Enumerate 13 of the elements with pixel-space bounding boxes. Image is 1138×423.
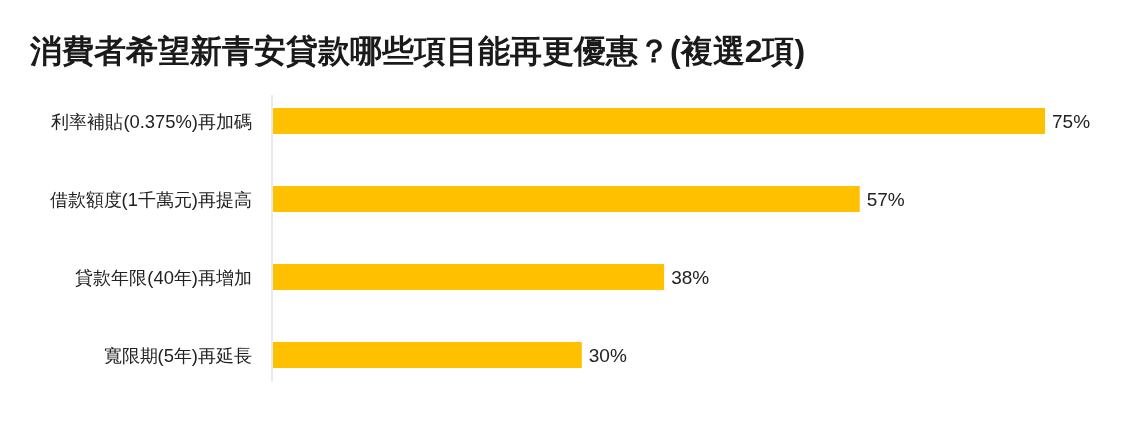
data-label: 30%	[588, 345, 627, 366]
y-tick-label: 利率補貼(0.375%)再加碼	[51, 110, 252, 132]
data-label: 75%	[1052, 111, 1091, 132]
bar	[273, 342, 582, 368]
bar	[273, 108, 1045, 134]
y-tick-label: 寬限期(5年)再延長	[103, 344, 252, 366]
y-tick-label: 借款額度(1千萬元)再提高	[49, 188, 252, 210]
data-label: 38%	[671, 267, 710, 288]
data-label: 57%	[866, 189, 905, 210]
bar	[273, 264, 665, 290]
y-tick-label: 貸款年限(40年)再增加	[75, 266, 252, 288]
chart-title: 消費者希望新青安貸款哪些項目能再更優惠？(複選2項)	[29, 33, 806, 69]
bar	[273, 186, 860, 212]
